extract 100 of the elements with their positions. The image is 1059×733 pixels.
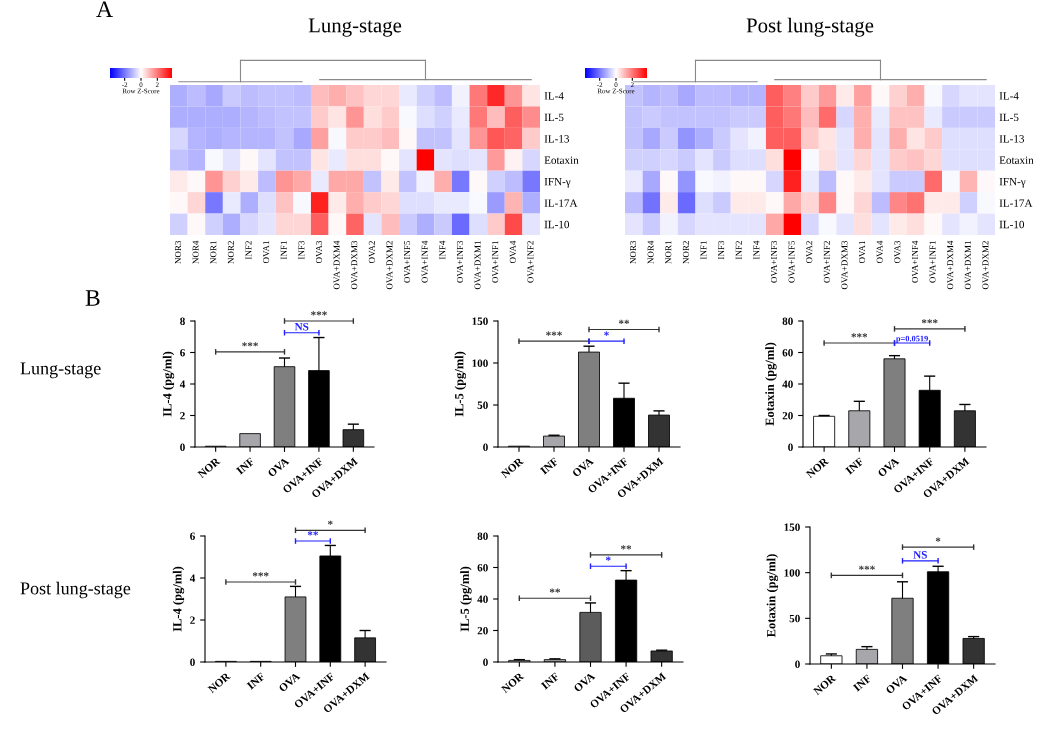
annotation: * [604,331,609,336]
x-tick-label: INF [235,457,255,475]
x-tick-label: OVA+INF4 [911,240,919,283]
y-tick-label: 6 [190,532,195,540]
x-tick-label: OVA+DXM2 [982,241,989,290]
annotation: ** [618,319,630,324]
x-tick-label: INF2 [735,241,742,260]
y-tick-label: IL-13 [544,135,570,143]
y-axis-title: IL-5 (pg/ml) [460,566,472,632]
annotation: ** [549,588,561,593]
y-tick-label: IL-10 [999,220,1025,229]
x-tick-label: NOR2 [227,241,234,264]
y-tick-label: 0 [788,443,793,451]
x-tick-label: NOR3 [630,240,637,264]
x-tick-label: OVA+INF5 [788,240,795,283]
y-tick-label: 2 [180,412,185,420]
annotation: *** [546,331,562,336]
x-tick-label: INF4 [753,240,760,260]
annotation: NS [294,322,309,331]
y-tick-label: IL-5 [999,113,1019,122]
annotation: ** [620,545,632,550]
x-tick-label: INF3 [298,240,305,260]
y-tick-label: 0 [795,660,800,668]
annotation: *** [252,572,269,577]
text: A [96,1,113,17]
x-tick-label: INF2 [245,241,252,260]
x-tick-label: OVA2 [806,241,813,264]
chart-title: Lung-stage [308,18,402,37]
y-tick-label: Eotaxin [999,156,1034,164]
y-tick-label: 40 [477,595,488,603]
x-tick-label: OVA+DXM3 [351,240,358,290]
y-tick-label: Eotaxin [544,156,579,164]
y-tick-label: IFN-γ [544,178,571,188]
annotation: *** [851,333,868,338]
x-tick-label: OVA+INF3 [456,240,464,283]
annotation: NS [913,551,927,559]
annotation: *** [921,319,938,324]
y-axis-title: IL-5 (pg/ml) [454,351,467,417]
text: Lung-stage [20,362,101,379]
annotation: *** [242,342,258,347]
x-tick-label: OVA3 [315,240,323,264]
annotation: p=0.0519 [896,335,928,344]
y-tick-label: 100 [784,569,800,577]
x-tick-label: INF4 [439,240,446,260]
x-tick-label: INF [539,457,559,475]
y-tick-label: IFN-γ [999,178,1026,188]
x-tick-label: NOR2 [682,241,689,264]
y-tick-label: IL-5 [544,113,564,122]
y-tick-label: 4 [179,380,186,388]
x-tick-label: OVA+DXM4 [947,240,954,290]
text: B [85,290,100,306]
x-tick-label: INF1 [280,241,287,260]
y-tick-label: 150 [784,523,800,531]
y-tick-label: 60 [782,348,793,357]
x-tick-label: NOR4 [647,240,654,264]
annotation: * [935,537,941,542]
y-tick-label: IL-17A [544,199,578,207]
text: *** [311,311,327,316]
x-tick-label: OVA4 [509,240,516,264]
x-tick-label: INF [246,672,266,690]
x-tick-label: OVA+INF1 [929,241,936,283]
y-tick-label: 80 [477,532,488,540]
y-tick-label: 80 [782,317,793,325]
y-tick-label: IL-10 [544,220,570,229]
x-tick-label: OVA1 [859,241,866,264]
x-tick-label: INF1 [700,241,707,260]
y-tick-label: 0 [483,658,488,666]
y-tick-label: IL-13 [999,135,1025,143]
x-tick-label: INF [845,457,864,475]
y-tick-label: 0 [483,443,488,451]
y-tick-label: 8 [180,317,185,325]
x-tick-label: NOR3 [175,240,182,264]
x-tick-label: OVA+INF2 [527,241,534,283]
text: * [327,520,333,525]
y-tick-label: 100 [472,359,488,367]
x-tick-label: OVA+INF4 [421,240,428,283]
x-tick-label: INF [852,674,872,692]
x-tick-label: OVA+INF2 [823,241,830,283]
x-tick-label: NOR1 [665,241,672,264]
y-tick-label: 0 [180,443,185,451]
x-tick-label: OVA+DXM1 [964,241,971,290]
x-tick-label: OVA+INF1 [492,241,499,283]
text: ** [307,531,318,536]
x-tick-label: OVA+DXM4 [333,240,340,290]
y-tick-label: 0 [190,658,195,666]
x-tick-label: OVA+INF5 [404,240,411,283]
y-tick-label: 2 [190,616,195,624]
y-tick-label: IL-17A [999,199,1033,207]
y-tick-label: IL-4 [999,92,1019,100]
y-tick-label: 20 [782,411,793,420]
x-tick-label: OVA4 [876,240,883,264]
x-tick-label: OVA2 [368,241,375,264]
y-tick-label: 50 [789,614,800,623]
annotation: * [605,556,611,561]
text: Post lung-stage [20,581,131,599]
x-tick-label: INF [540,672,560,690]
x-tick-label: NOR1 [210,241,217,264]
x-tick-label: INF3 [718,240,725,260]
y-tick-label: 20 [477,626,488,635]
x-tick-label: NOR4 [192,240,199,264]
